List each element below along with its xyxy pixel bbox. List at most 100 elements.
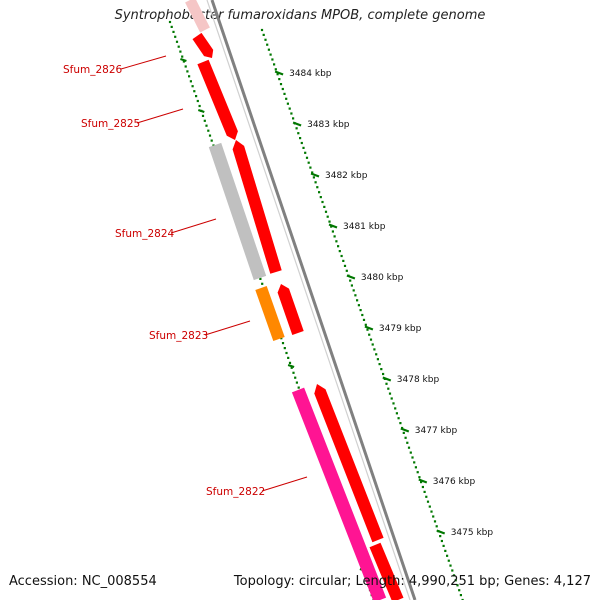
outer-ruler-dot — [385, 382, 388, 385]
genes — [185, 0, 404, 600]
outer-ruler-dot — [283, 92, 286, 95]
outer-ruler-dot — [290, 112, 293, 115]
outer-ruler-dot — [392, 402, 395, 405]
inner-ruler-tick — [180, 57, 187, 63]
outer-ruler-dot — [404, 436, 407, 439]
outer-ruler-dot — [299, 137, 302, 140]
gene-label: Sfum_2825 — [81, 118, 140, 130]
outer-ruler-dot — [260, 28, 264, 32]
outer-ruler-dot — [356, 299, 359, 302]
outer-ruler-dot — [440, 539, 443, 543]
inner-ruler-dot — [189, 80, 192, 83]
inner-ruler-dot — [281, 342, 285, 345]
inner-ruler-dot — [205, 124, 208, 127]
outer-ruler-dot — [318, 191, 321, 194]
inner-ruler-dot — [198, 104, 201, 108]
gene-red-long — [232, 140, 282, 274]
gene-red-bottom — [369, 542, 404, 600]
inner-ruler-dot — [280, 337, 283, 340]
ruler-tick — [292, 121, 302, 127]
outer-ruler-dot — [262, 33, 265, 36]
outer-ruler-dot — [264, 38, 267, 41]
outer-ruler-dot — [295, 127, 298, 130]
inner-ruler-dot — [193, 90, 196, 93]
outer-ruler-dot — [323, 205, 326, 208]
outer-ruler-dot — [266, 43, 269, 46]
outer-ruler-dot — [361, 313, 364, 317]
gene-sfum-2824 — [208, 142, 267, 281]
inner-ruler-dot — [186, 70, 189, 73]
inner-ruler-dot — [295, 381, 298, 384]
tick-label: 3478 kbp — [397, 375, 440, 385]
outer-ruler-dot — [362, 318, 366, 321]
outer-ruler-dot — [273, 63, 276, 66]
inner-ruler-dot — [184, 65, 187, 68]
outer-ruler-dot — [402, 431, 405, 434]
ruler-tick — [346, 274, 356, 280]
gene-sfum-2823 — [255, 286, 285, 341]
outer-ruler-dot — [316, 186, 319, 189]
outer-ruler-dot — [350, 284, 353, 287]
inner-ruler-dot — [290, 366, 293, 369]
ruler-tick — [382, 376, 392, 382]
inner-ruler-dot — [177, 45, 180, 48]
outer-ruler-dot — [330, 225, 333, 228]
outer-ruler-dot — [399, 422, 402, 425]
outer-ruler-dot — [285, 97, 288, 100]
outer-ruler-dot — [269, 53, 272, 56]
outer-ruler-dot — [420, 481, 423, 484]
ruler-tick — [364, 325, 374, 331]
outer-ruler-dot — [388, 392, 392, 395]
outer-ruler-dot — [371, 343, 374, 346]
gene-label-leader — [120, 55, 167, 70]
tick-label: 3476 kbp — [433, 477, 476, 487]
inner-ruler-dot — [294, 376, 297, 379]
tick-label: 3484 kbp — [289, 69, 332, 79]
outer-ruler-dot — [335, 240, 338, 243]
outer-ruler-dot — [456, 584, 459, 587]
outer-ruler-dot — [373, 348, 376, 351]
outer-ruler-dot — [292, 117, 295, 120]
ruler-tick — [328, 223, 338, 229]
outer-ruler-dot — [349, 279, 352, 282]
outer-ruler-dot — [288, 107, 291, 110]
inner-ruler-dot — [181, 55, 184, 58]
outer-ruler-dot — [300, 141, 303, 145]
outer-ruler-dot — [375, 353, 378, 356]
ruler-tick — [400, 427, 410, 433]
outer-ruler-dot — [343, 264, 347, 267]
inner-ruler-dot — [168, 20, 172, 24]
inner-ruler-dot — [283, 347, 286, 350]
inner-ruler-tick — [197, 108, 205, 114]
inner-ruler-dot — [172, 30, 175, 33]
gene-label-leader — [261, 476, 308, 492]
outer-ruler-dot — [357, 304, 360, 307]
outer-ruler-dot — [378, 363, 381, 366]
tick-label: 3483 kbp — [307, 120, 350, 130]
inner-ruler-dot — [297, 386, 300, 389]
tick-label: 3477 kbp — [415, 426, 458, 436]
outer-ruler-dot — [286, 102, 289, 105]
outer-ruler-dot — [368, 333, 371, 336]
outer-ruler-dot — [326, 215, 329, 218]
inner-ruler-dot — [196, 99, 199, 103]
outer-ruler-dot — [447, 559, 450, 562]
outer-ruler-dot — [267, 48, 270, 51]
outer-ruler-dot — [311, 171, 314, 174]
genome-summary-text: Topology: circular; Length: 4,990,251 bp… — [233, 574, 591, 589]
outer-ruler-dot — [439, 535, 442, 538]
outer-ruler-dot — [276, 73, 279, 76]
ruler-tick — [310, 172, 320, 178]
outer-ruler-dot — [409, 451, 412, 454]
gene-label-leader — [136, 108, 184, 124]
gene-red-small — [277, 284, 304, 335]
tick-label: 3480 kbp — [361, 273, 404, 283]
outer-ruler-dot — [451, 569, 454, 572]
inner-ruler-dot — [191, 85, 194, 88]
outer-ruler-dot — [382, 372, 385, 376]
outer-ruler-dot — [369, 338, 373, 341]
outer-ruler-dot — [333, 235, 336, 238]
inner-ruler-dot — [195, 95, 198, 98]
outer-ruler-dot — [435, 525, 438, 528]
